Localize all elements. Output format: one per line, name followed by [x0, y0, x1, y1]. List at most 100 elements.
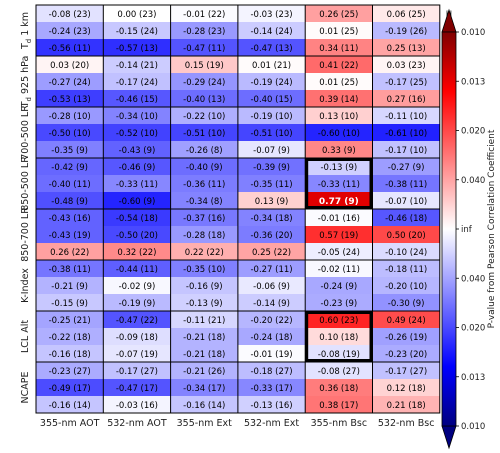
heatmap-cell	[237, 192, 306, 209]
heatmap-cell	[237, 362, 306, 379]
heatmap-cell	[372, 124, 440, 141]
cell-label: 0.21 (18)	[387, 401, 426, 411]
cell-label: -0.52 (10)	[116, 129, 158, 139]
heatmap-cell	[170, 226, 238, 243]
cell-label: -0.24 (9)	[320, 282, 357, 292]
heatmap-cell	[170, 73, 238, 90]
heatmap-cell	[305, 39, 373, 56]
cell-label: -0.33 (11)	[318, 180, 360, 190]
cell-label: -0.27 (11)	[250, 265, 292, 275]
cell-label: 0.60 (23)	[319, 316, 358, 326]
heatmap-cell	[103, 22, 171, 39]
cell-label: 0.22 (22)	[185, 248, 224, 258]
heatmap-cell	[170, 396, 238, 413]
cell-label: -0.17 (27)	[116, 367, 158, 377]
cell-label: -0.07 (9)	[253, 146, 290, 156]
cell-label: -0.40 (13)	[183, 95, 225, 105]
cell-label: -0.14 (9)	[253, 299, 290, 309]
heatmap-cell	[36, 39, 104, 56]
cell-label: -0.21 (26)	[183, 367, 225, 377]
heatmap-cell	[305, 175, 373, 192]
cell-label: -0.17 (24)	[116, 78, 158, 88]
heatmap-cell	[305, 243, 373, 260]
heatmap-cell	[305, 56, 373, 73]
heatmap-cell	[237, 396, 306, 413]
cell-label: -0.33 (17)	[250, 384, 292, 394]
cell-label: -0.14 (21)	[116, 61, 158, 71]
group-label: 700-500 LR	[20, 105, 31, 160]
cell-label: -0.07 (19)	[116, 350, 158, 360]
heatmap-cell	[372, 379, 440, 396]
heatmap-cell	[170, 209, 238, 226]
cell-label: 0.03 (23)	[387, 61, 426, 71]
colorbar-tick-label: 0.013	[461, 77, 485, 87]
heatmap-cell	[36, 124, 104, 141]
cell-label: -0.29 (24)	[183, 78, 225, 88]
cell-label: -0.54 (18)	[116, 214, 158, 224]
cell-label: 0.03 (20)	[50, 61, 89, 71]
heatmap-cell	[237, 90, 306, 107]
heatmap-cell	[372, 56, 440, 73]
cell-label: -0.56 (11)	[49, 44, 91, 54]
cell-label: -0.20 (10)	[385, 282, 427, 292]
cell-label: 0.36 (18)	[319, 384, 358, 394]
column-label-bottom: 532-nm AOT	[107, 418, 167, 429]
colorbar-tick-label: 0.010	[461, 28, 485, 38]
cell-label: -0.22 (10)	[183, 112, 225, 122]
heatmap-cell	[103, 192, 171, 209]
cell-label: -0.38 (11)	[385, 180, 427, 190]
heatmap-cell	[170, 243, 238, 260]
cell-label: 0.25 (22)	[252, 248, 291, 258]
colorbar-label: P-value from Pearson Correlation Coeffic…	[487, 129, 497, 328]
heatmap-cell	[103, 39, 171, 56]
heatmap-cell	[237, 311, 306, 328]
heatmap-cell	[36, 209, 104, 226]
heatmap-cell	[103, 260, 171, 277]
cell-label: -0.50 (20)	[116, 231, 158, 241]
cell-label: 0.34 (11)	[319, 44, 358, 54]
heatmap-cell	[305, 396, 373, 413]
cell-label: -0.10 (24)	[385, 248, 427, 258]
cell-label: -0.33 (11)	[116, 180, 158, 190]
cell-label: -0.47 (22)	[116, 316, 158, 326]
cell-label: -0.16 (9)	[186, 282, 223, 292]
cell-label: -0.28 (18)	[183, 231, 225, 241]
cell-label: -0.44 (11)	[116, 265, 158, 275]
heatmap-cell	[170, 107, 238, 124]
heatmap-cell	[36, 5, 104, 22]
heatmap-cell	[36, 22, 104, 39]
heatmap-cell	[103, 277, 171, 294]
heatmap-cell	[305, 73, 373, 90]
cell-label: -0.27 (24)	[49, 78, 91, 88]
cell-label: -0.13 (9)	[186, 299, 223, 309]
cell-label: -0.27 (9)	[388, 163, 425, 173]
cell-label: 0.13 (10)	[319, 112, 358, 122]
group-label: NCAPE	[20, 372, 31, 404]
heatmap-cell	[372, 5, 440, 22]
cell-label: 0.10 (18)	[319, 333, 358, 343]
heatmap-cell	[103, 56, 171, 73]
heatmap-cell	[372, 192, 440, 209]
heatmap-cell	[305, 311, 373, 328]
cell-label: -0.19 (10)	[250, 112, 292, 122]
cell-label: -0.51 (10)	[183, 129, 225, 139]
column-label-bottom: 532-nm Ext	[244, 418, 299, 429]
heatmap-cell	[305, 328, 373, 345]
heatmap-cell	[305, 209, 373, 226]
colorbar-tick-label: 0.010	[461, 422, 485, 432]
column-label-bottom: 355-nm Ext	[177, 418, 232, 429]
heatmap-cell	[36, 345, 104, 362]
heatmap-cell	[170, 311, 238, 328]
cell-label: -0.01 (16)	[318, 214, 360, 224]
heatmap-cell	[237, 345, 306, 362]
heatmap-cell	[170, 345, 238, 362]
group-label: Td 925 hPa	[20, 56, 33, 109]
heatmap-cell	[237, 209, 306, 226]
heatmap-cell	[372, 22, 440, 39]
heatmap-cell	[372, 73, 440, 90]
heatmap-cell	[170, 158, 238, 175]
cell-label: -0.50 (10)	[49, 129, 91, 139]
heatmap-cell	[36, 73, 104, 90]
cell-label: 0.49 (24)	[387, 316, 426, 326]
heatmap-cell	[305, 345, 373, 362]
